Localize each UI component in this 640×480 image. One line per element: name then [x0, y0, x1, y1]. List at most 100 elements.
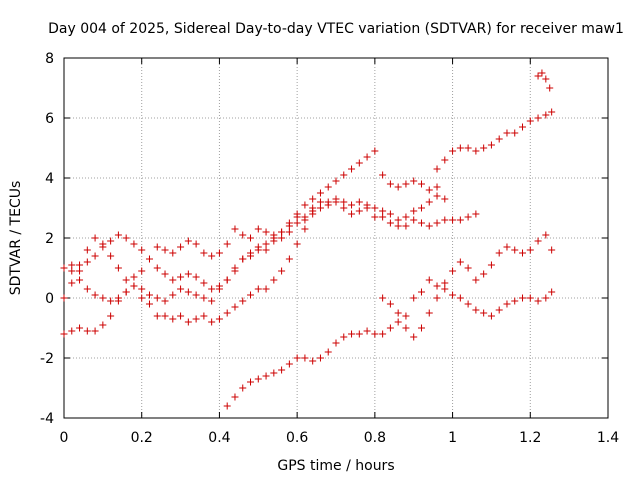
data-point — [215, 249, 223, 257]
data-point — [316, 204, 324, 212]
data-point — [130, 240, 138, 248]
data-point — [503, 243, 511, 251]
data-point — [464, 213, 472, 221]
data-point — [379, 213, 387, 221]
data-point — [355, 198, 363, 206]
data-point — [324, 183, 332, 191]
data-point — [441, 156, 449, 164]
data-point — [526, 294, 534, 302]
data-point — [433, 219, 441, 227]
y-tick-label: -2 — [40, 351, 54, 367]
data-point — [464, 300, 472, 308]
data-point — [99, 243, 107, 251]
data-point — [402, 180, 410, 188]
data-point — [192, 315, 200, 323]
data-point — [99, 294, 107, 302]
data-point — [262, 372, 270, 380]
data-point — [495, 306, 503, 314]
data-point — [456, 144, 464, 152]
data-point — [83, 258, 91, 266]
data-point — [386, 210, 394, 218]
data-point — [386, 219, 394, 227]
data-point — [68, 261, 76, 269]
data-point — [464, 144, 472, 152]
data-point — [262, 240, 270, 248]
data-point — [239, 384, 247, 392]
data-point — [519, 249, 527, 257]
data-point — [254, 285, 262, 293]
data-point — [324, 348, 332, 356]
x-tick-label: 0.6 — [286, 430, 308, 446]
data-point — [394, 309, 402, 317]
data-point — [379, 330, 387, 338]
data-point — [542, 294, 550, 302]
data-point — [200, 312, 208, 320]
data-point — [107, 312, 115, 320]
data-point — [542, 111, 550, 119]
data-point — [386, 180, 394, 188]
data-point — [301, 354, 309, 362]
data-point — [425, 186, 433, 194]
data-point — [495, 249, 503, 257]
data-point — [456, 294, 464, 302]
data-point — [239, 297, 247, 305]
x-tick-label: 0.8 — [364, 430, 386, 446]
data-point — [301, 216, 309, 224]
data-point — [503, 129, 511, 137]
data-point — [76, 276, 84, 284]
data-point — [208, 297, 216, 305]
data-point — [433, 183, 441, 191]
data-point — [130, 282, 138, 290]
data-point — [340, 171, 348, 179]
series-s1 — [60, 198, 480, 338]
data-point — [417, 288, 425, 296]
data-point — [548, 246, 556, 254]
data-point — [208, 285, 216, 293]
data-point — [534, 114, 542, 122]
data-point — [285, 228, 293, 236]
data-point — [247, 252, 255, 260]
data-point — [153, 294, 161, 302]
data-point — [153, 243, 161, 251]
data-point — [215, 315, 223, 323]
data-point — [184, 270, 192, 278]
data-point — [355, 207, 363, 215]
data-point — [449, 216, 457, 224]
y-tick-label: 8 — [45, 51, 54, 67]
data-point — [503, 300, 511, 308]
data-point — [208, 318, 216, 326]
data-point — [76, 324, 84, 332]
data-point — [200, 294, 208, 302]
data-point — [511, 246, 519, 254]
data-point — [83, 327, 91, 335]
data-point — [534, 72, 542, 80]
data-point — [472, 276, 480, 284]
data-point — [472, 306, 480, 314]
y-tick-label: 2 — [45, 231, 54, 247]
data-point — [239, 231, 247, 239]
data-point — [293, 240, 301, 248]
data-point — [309, 204, 317, 212]
data-point — [417, 219, 425, 227]
data-point — [417, 204, 425, 212]
data-point — [145, 291, 153, 299]
data-point — [340, 204, 348, 212]
data-point — [379, 207, 387, 215]
data-point — [519, 123, 527, 131]
data-point — [394, 216, 402, 224]
data-point — [309, 357, 317, 365]
data-point — [107, 252, 115, 260]
data-point — [410, 294, 418, 302]
data-point — [285, 255, 293, 263]
data-point — [301, 201, 309, 209]
data-point — [262, 228, 270, 236]
data-point — [316, 189, 324, 197]
data-point — [480, 309, 488, 317]
data-point — [425, 222, 433, 230]
data-point — [417, 180, 425, 188]
data-point — [309, 210, 317, 218]
data-point — [254, 246, 262, 254]
data-point — [114, 294, 122, 302]
series-s3 — [60, 192, 449, 293]
data-point — [293, 354, 301, 362]
